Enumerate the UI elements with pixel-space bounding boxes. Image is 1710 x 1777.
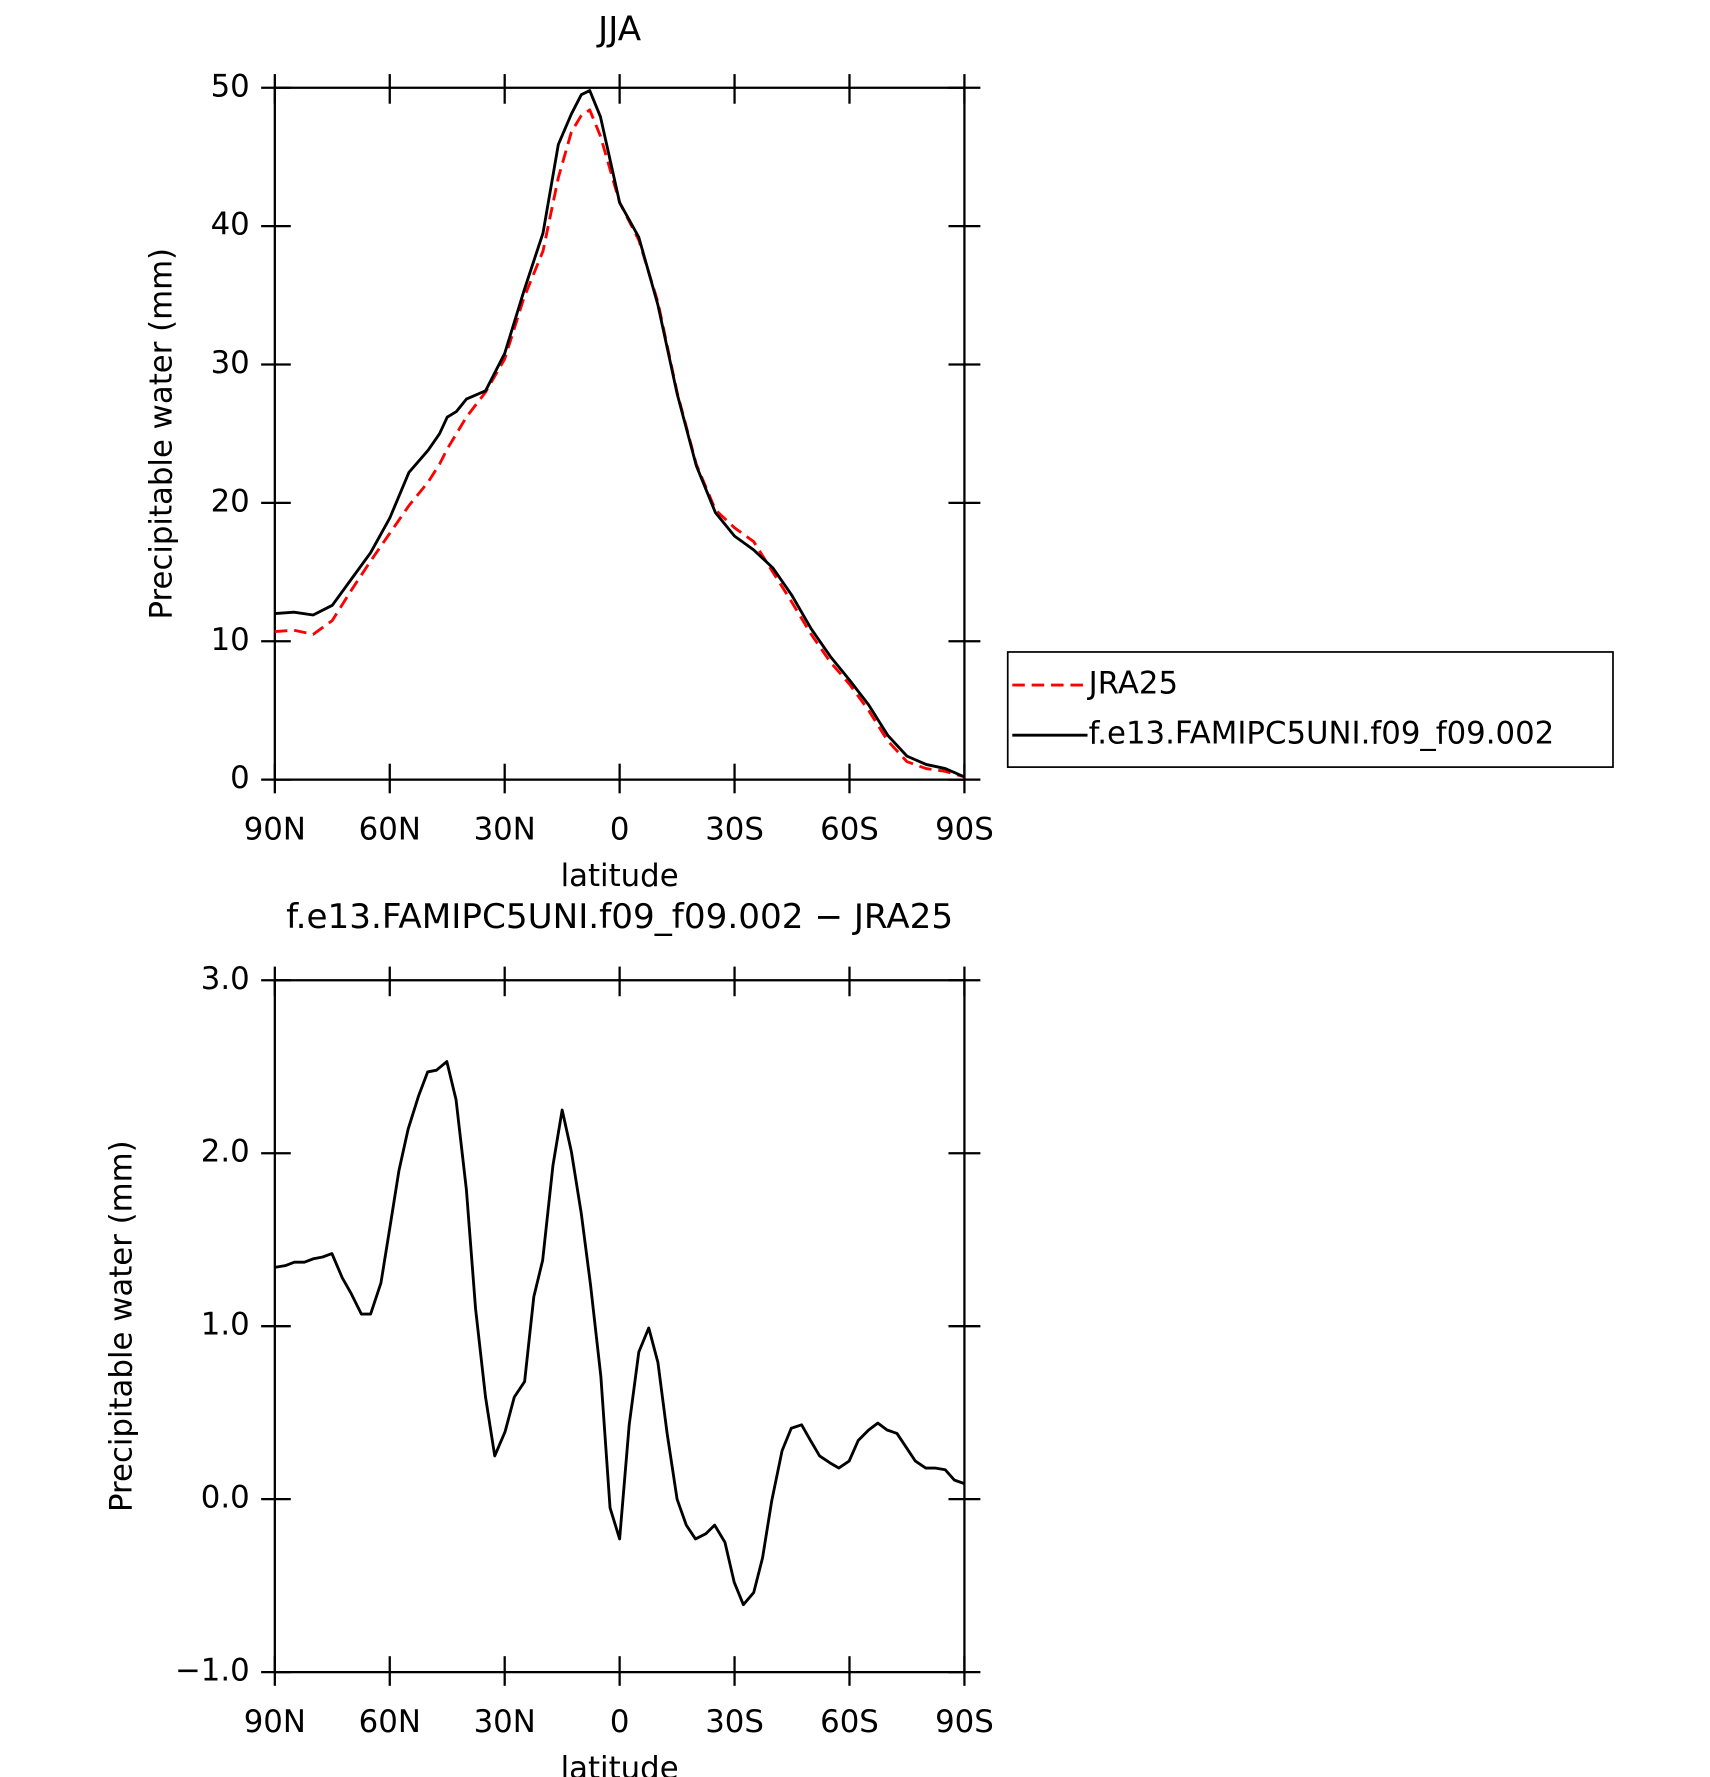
x-tick-label: 90S — [935, 811, 994, 847]
legend-label: f.e13.FAMIPC5UNI.f09_f09.002 — [1089, 716, 1555, 752]
y-tick-label: 40 — [211, 207, 250, 243]
x-tick-label: 0 — [610, 1704, 630, 1740]
legend-label: JRA25 — [1087, 666, 1178, 702]
y-tick-label: −1.0 — [175, 1653, 250, 1689]
x-tick-label: 30S — [705, 1704, 764, 1740]
plot-frame — [273, 86, 966, 781]
x-axis-label: latitude — [561, 858, 679, 894]
y-tick-label: 0.0 — [201, 1480, 250, 1516]
y-tick-label: 30 — [211, 345, 250, 381]
y-tick-label: 10 — [211, 622, 250, 658]
x-tick-label: 60S — [820, 1704, 879, 1740]
x-tick-label: 30S — [705, 811, 764, 847]
x-tick-label: 60S — [820, 811, 879, 847]
y-axis-label: Precipitable water (mm) — [144, 248, 180, 620]
plot-frame — [273, 979, 966, 1674]
legend-box — [1006, 651, 1614, 768]
x-tick-label: 60N — [359, 1704, 421, 1740]
y-tick-label: 3.0 — [201, 961, 250, 997]
x-tick-label: 60N — [359, 811, 421, 847]
x-tick-label: 30N — [474, 811, 536, 847]
data-line — [274, 108, 965, 779]
data-line — [274, 89, 965, 779]
y-tick-label: 50 — [211, 68, 250, 104]
x-tick-label: 30N — [474, 1704, 536, 1740]
x-tick-label: 90N — [244, 811, 306, 847]
y-axis-label: Precipitable water (mm) — [104, 1140, 140, 1512]
x-axis-label: latitude — [561, 1751, 679, 1777]
y-tick-label: 20 — [211, 483, 250, 519]
data-line — [274, 1060, 965, 1607]
x-tick-label: 90S — [935, 1704, 994, 1740]
y-tick-label: 2.0 — [201, 1134, 250, 1170]
chart-title: JJA — [596, 9, 642, 49]
x-tick-label: 90N — [244, 1704, 306, 1740]
chart-title: f.e13.FAMIPC5UNI.f09_f09.002 − JRA25 — [286, 897, 953, 937]
y-tick-label: 1.0 — [201, 1307, 250, 1343]
y-tick-label: 0 — [230, 760, 250, 796]
x-tick-label: 0 — [610, 811, 630, 847]
